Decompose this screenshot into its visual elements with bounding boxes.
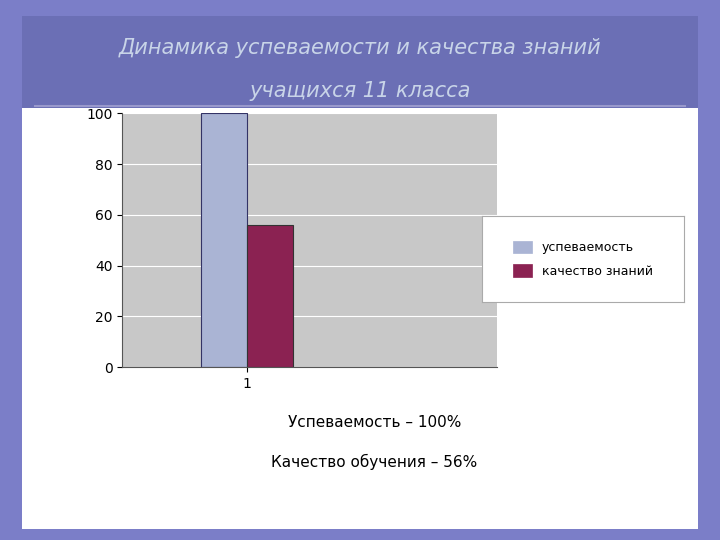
Bar [202,113,247,367]
Text: Качество обучения – 56%: Качество обучения – 56% [271,454,477,470]
Text: Динамика успеваемости и качества знаний: Динамика успеваемости и качества знаний [119,38,601,58]
Text: Успеваемость – 100%: Успеваемость – 100% [288,415,461,430]
Bar [247,225,293,367]
Text: учащихся 11 класса: учащихся 11 класса [249,82,471,102]
Legend: успеваемость, качество знаний: успеваемость, качество знаний [508,235,658,283]
